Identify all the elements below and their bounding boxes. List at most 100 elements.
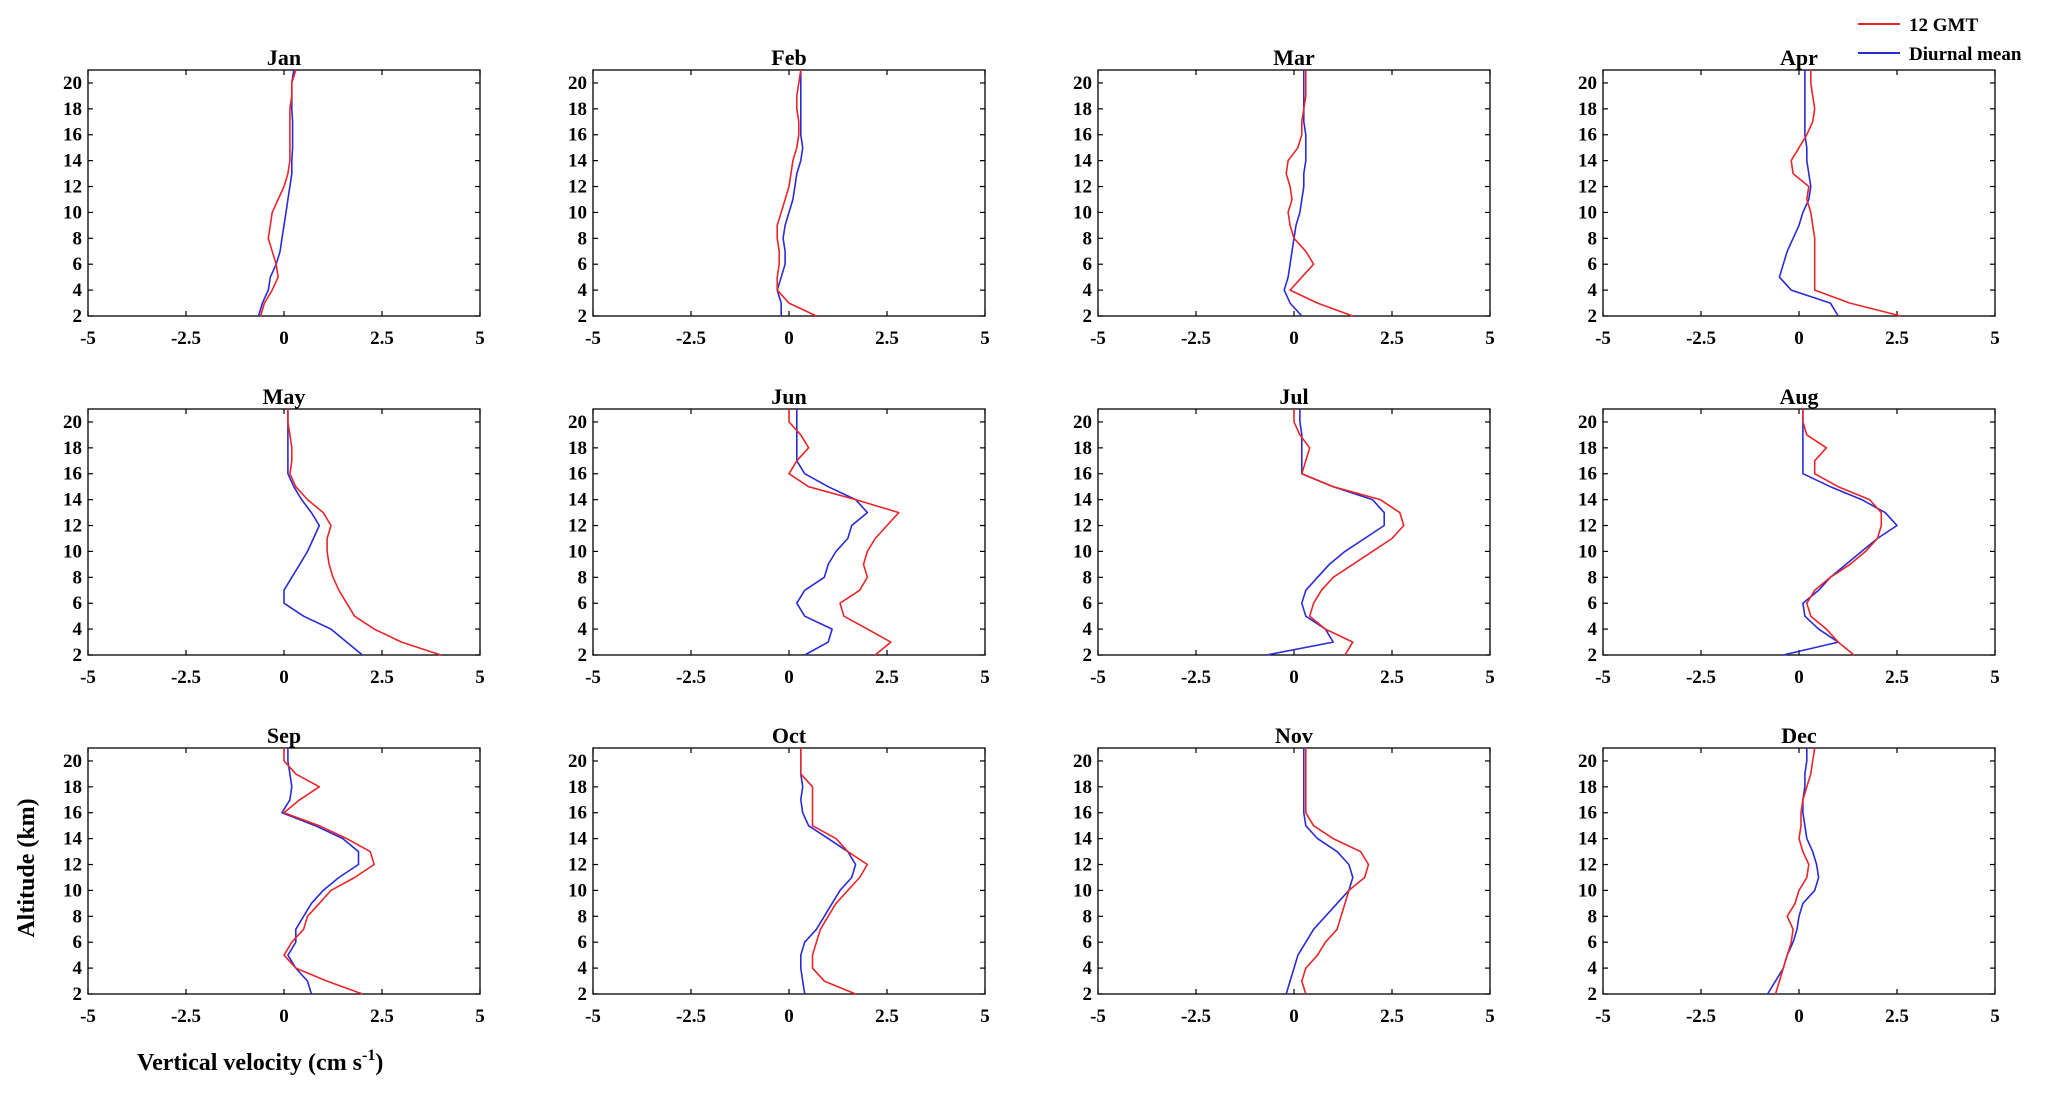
x-tick-label: 2.5 <box>1380 1006 1404 1027</box>
y-tick-label: 2 <box>73 306 83 327</box>
y-tick-label: 20 <box>1073 751 1092 772</box>
x-tick-label: 0 <box>279 1006 289 1027</box>
plot-frame <box>1097 408 1491 656</box>
y-tick-label: 20 <box>63 73 82 94</box>
y-tick-label: 6 <box>1588 254 1598 275</box>
x-tick-label: 2.5 <box>1885 328 1909 349</box>
plot-frame <box>1602 69 1996 317</box>
x-tick-label: -2.5 <box>171 1006 201 1027</box>
y-tick-label: 12 <box>63 177 82 198</box>
series-line-diurnal-mean <box>1783 409 1898 656</box>
plot-frame <box>1097 69 1491 317</box>
series-line-12gmt <box>1774 747 1816 995</box>
x-tick-label: 2.5 <box>875 328 899 349</box>
y-tick-label: 16 <box>568 125 587 146</box>
x-tick-label: -5 <box>585 1006 601 1027</box>
panel-title: Apr <box>1780 45 1818 70</box>
y-tick-label: 10 <box>568 202 587 223</box>
x-tick-label: 0 <box>784 1006 794 1027</box>
y-tick-label: 2 <box>1588 306 1598 327</box>
y-tick-label: 6 <box>578 593 588 614</box>
series-line-12gmt <box>800 748 869 995</box>
panel-title: Aug <box>1779 384 1818 409</box>
y-tick-label: 8 <box>73 228 83 249</box>
y-tick-label: 14 <box>1073 829 1093 850</box>
panel-nov: Nov -5 -2.5 0 2.5 5 2 4 6 8 10 12 14 16 18 20 <box>1073 723 1495 1027</box>
y-tick-label: 4 <box>1588 280 1598 301</box>
x-tick-label: 5 <box>475 667 485 688</box>
plot-frame <box>1097 747 1491 995</box>
y-tick-label: 4 <box>73 619 83 640</box>
y-tick-label: 6 <box>1588 932 1598 953</box>
panel-dec: Dec -5 -2.5 0 2.5 5 2 4 6 8 10 12 14 16 18 20 <box>1578 723 2000 1027</box>
panel-title: Jan <box>267 45 301 70</box>
x-tick-label: 5 <box>1485 328 1495 349</box>
panel-title: Mar <box>1273 45 1315 70</box>
panel-title: Sep <box>267 723 301 748</box>
x-tick-label: 2.5 <box>875 1006 899 1027</box>
x-tick-label: 0 <box>784 328 794 349</box>
x-tick-label: -2.5 <box>1181 667 1211 688</box>
plot-frame <box>87 69 481 317</box>
y-tick-label: 12 <box>568 516 587 537</box>
series-line-diurnal-mean <box>1283 70 1307 317</box>
y-tick-label: 10 <box>63 541 82 562</box>
y-tick-label: 6 <box>1083 254 1093 275</box>
y-tick-label: 4 <box>1083 619 1093 640</box>
y-tick-label: 14 <box>63 829 83 850</box>
x-tick-label: -2.5 <box>1686 1006 1716 1027</box>
y-tick-label: 8 <box>578 567 588 588</box>
y-tick-label: 14 <box>1073 151 1093 172</box>
y-tick-label: 14 <box>1578 151 1598 172</box>
y-tick-label: 20 <box>63 751 82 772</box>
x-tick-label: 0 <box>784 667 794 688</box>
x-tick-label: -2.5 <box>171 328 201 349</box>
y-tick-label: 10 <box>1073 202 1092 223</box>
panel-title: Jun <box>771 384 806 409</box>
series-line-12gmt <box>1285 70 1354 317</box>
y-tick-label: 12 <box>1578 177 1597 198</box>
series-line-diurnal-mean <box>1766 748 1820 995</box>
y-tick-label: 12 <box>1578 516 1597 537</box>
y-tick-label: 10 <box>568 880 587 901</box>
y-tick-label: 10 <box>63 880 82 901</box>
y-tick-label: 8 <box>1588 567 1598 588</box>
y-tick-label: 8 <box>578 228 588 249</box>
y-tick-label: 10 <box>568 541 587 562</box>
y-tick-label: 20 <box>63 412 82 433</box>
y-tick-label: 16 <box>568 803 587 824</box>
series-line-12gmt <box>259 69 297 317</box>
panel-aug: Aug -5 -2.5 0 2.5 5 2 4 6 8 10 12 14 16 18 20 <box>1578 384 2000 688</box>
x-tick-label: -2.5 <box>171 667 201 688</box>
x-tick-label: 0 <box>1289 1006 1299 1027</box>
y-tick-label: 18 <box>1073 438 1092 459</box>
y-tick-label: 4 <box>578 958 588 979</box>
y-tick-label: 6 <box>1588 593 1598 614</box>
plot-frame <box>592 408 986 656</box>
panel-title: May <box>263 384 306 409</box>
y-tick-label: 12 <box>63 516 82 537</box>
x-tick-label: 5 <box>475 328 485 349</box>
legend-label-12gmt: 12 GMT <box>1909 15 1978 36</box>
y-tick-label: 20 <box>1073 73 1092 94</box>
plot-frame <box>1602 408 1996 656</box>
x-axis-label: Vertical velocity (cm s-1) <box>137 1047 383 1076</box>
y-tick-label: 18 <box>568 438 587 459</box>
y-tick-label: 2 <box>73 984 83 1005</box>
y-tick-label: 16 <box>63 803 82 824</box>
y-tick-label: 14 <box>568 151 588 172</box>
plot-frame <box>87 408 481 656</box>
panel-may: May -5 -2.5 0 2.5 5 2 4 6 8 10 12 14 16 18 20 <box>63 384 485 688</box>
panel-jan: Jan -5 -2.5 0 2.5 5 2 4 6 8 10 12 14 16 18 20 <box>63 45 485 349</box>
y-tick-label: 4 <box>73 958 83 979</box>
y-tick-label: 18 <box>568 777 587 798</box>
x-tick-label: 0 <box>1289 328 1299 349</box>
y-axis-label: Altitude (km) <box>14 798 40 937</box>
y-tick-label: 8 <box>1588 906 1598 927</box>
x-tick-label: 0 <box>1794 328 1804 349</box>
y-tick-label: 8 <box>1083 906 1093 927</box>
y-tick-label: 8 <box>73 567 83 588</box>
x-tick-label: -2.5 <box>1181 328 1211 349</box>
y-tick-label: 20 <box>568 412 587 433</box>
y-tick-label: 6 <box>578 932 588 953</box>
